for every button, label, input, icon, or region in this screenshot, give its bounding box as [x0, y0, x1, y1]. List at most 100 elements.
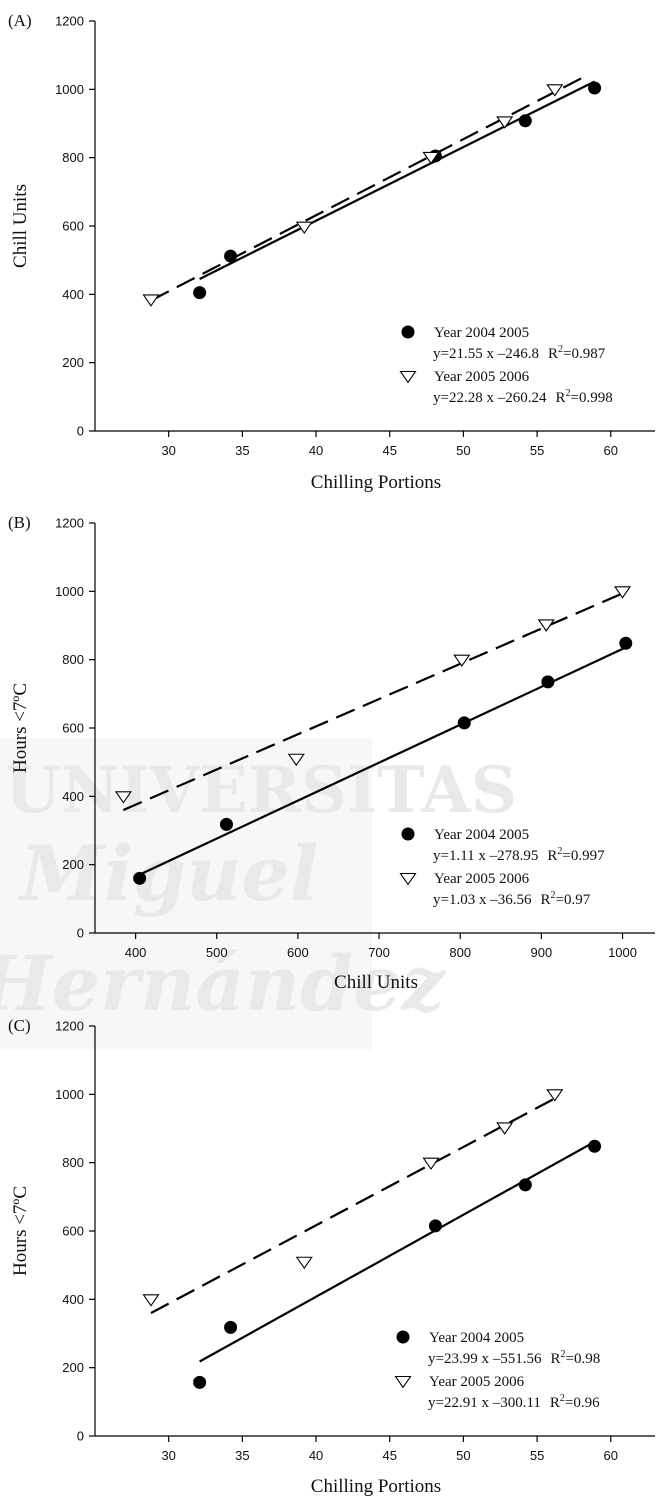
r-squared-exponent: 2	[557, 846, 562, 857]
panel-label: (A)	[8, 11, 32, 30]
x-tick-label: 40	[309, 443, 323, 458]
r-squared-value: =0.97	[555, 892, 590, 908]
y-tick-label: 1000	[55, 1087, 84, 1102]
y-tick-label: 600	[62, 219, 84, 234]
x-tick-label: 1000	[608, 945, 637, 960]
data-point-series-1	[541, 675, 555, 689]
x-tick-label: 400	[125, 945, 147, 960]
r-squared-label: R	[555, 390, 565, 406]
chart-panel-a: (A) 0 200 400 600 800 1000 1200 30 35 40 45 50 55 60 Ch…	[8, 11, 655, 493]
x-axis-title: Chilling Portions	[311, 1476, 441, 1497]
r-squared-exponent: 2	[560, 1393, 565, 1404]
x-tick-label: 55	[530, 1448, 544, 1463]
y-tick-label: 1000	[55, 82, 84, 97]
regression-equation: y=22.91 x –300.11	[428, 1395, 541, 1411]
y-tick-label: 800	[62, 652, 84, 667]
legend-series-name: Year 2005 2006	[429, 1374, 525, 1390]
data-point-series-1	[219, 817, 233, 831]
data-point-series-1	[193, 1375, 207, 1389]
data-point-series-2	[287, 753, 305, 767]
data-point-series-1	[428, 1219, 442, 1233]
regression-line-series-1	[199, 1140, 596, 1363]
regression-equation: y=21.55 x –246.8	[433, 346, 539, 362]
x-axis-title: Chill Units	[334, 972, 418, 993]
data-point-series-1	[588, 81, 602, 95]
y-tick-label: 400	[62, 789, 84, 804]
x-tick-label: 50	[456, 1448, 470, 1463]
r-squared-value: =0.98	[565, 1351, 600, 1367]
r-squared-exponent: 2	[565, 388, 570, 399]
legend-marker-series-2	[399, 872, 417, 886]
legend-marker-series-1	[401, 325, 415, 339]
legend-equation-line: y=23.99 x –551.56 R2=0.98	[428, 1349, 600, 1367]
y-tick-label: 1200	[55, 1019, 84, 1034]
y-tick-label: 400	[62, 287, 84, 302]
regression-equation: y=1.11 x –278.95	[433, 848, 538, 864]
x-tick-label: 35	[235, 443, 249, 458]
y-tick-label: 200	[62, 857, 84, 872]
data-point-series-2	[422, 1157, 440, 1171]
r-squared-label: R	[540, 892, 550, 908]
legend-equation-line: y=22.91 x –300.11 R2=0.96	[428, 1393, 600, 1411]
data-point-series-1	[588, 1139, 602, 1153]
data-point-series-1	[518, 1178, 532, 1192]
y-tick-label: 400	[62, 1292, 84, 1307]
data-point-series-1	[193, 286, 207, 300]
x-tick-label: 45	[383, 443, 397, 458]
watermark-line-3: Hernández	[0, 939, 446, 1028]
x-tick-label: 900	[531, 945, 553, 960]
y-axis-title: Chill Units	[10, 184, 31, 268]
data-point-series-1	[224, 1320, 238, 1334]
data-point-series-2	[114, 791, 132, 804]
legend-series-name: Year 2004 2005	[434, 325, 529, 341]
data-point-series-2	[142, 1294, 160, 1307]
legend-equation-line: y=22.28 x –260.24 R2=0.998	[433, 388, 613, 406]
y-tick-label: 0	[77, 1429, 84, 1444]
legend-marker-series-2	[399, 370, 417, 384]
r-squared-value: =0.987	[563, 346, 606, 362]
y-axis-title: Hours <7ºC	[10, 1186, 31, 1276]
data-point-series-2	[295, 1256, 313, 1270]
x-tick-label: 500	[206, 945, 228, 960]
r-squared-label: R	[548, 346, 558, 362]
r-squared-value: =0.997	[562, 848, 605, 864]
watermark-line-1: UNIVERSITAS	[5, 753, 517, 828]
y-axis-title: Hours <7ºC	[10, 683, 31, 773]
r-squared-value: =0.998	[570, 390, 612, 406]
watermark-panel	[0, 738, 372, 1050]
watermark-line-2: Miguel	[17, 829, 319, 918]
regression-line-series-1	[199, 80, 596, 280]
legend-equation-line: y=21.55 x –246.8 R2=0.987	[433, 344, 606, 362]
r-squared-label: R	[550, 1395, 560, 1411]
chart-panel-c: (C) 0 200 400 600 800 1000 1200 30 35 40 45 50 55 60 Ch…	[8, 1016, 655, 1497]
r-squared-label: R	[550, 1351, 560, 1367]
legend-series-name: Year 2005 2006	[434, 369, 530, 385]
x-tick-label: 60	[604, 1448, 618, 1463]
data-point-series-2	[537, 619, 555, 632]
x-tick-label: 35	[235, 1448, 249, 1463]
x-tick-label: 60	[604, 443, 618, 458]
x-tick-label: 600	[287, 945, 309, 960]
x-tick-label: 40	[309, 1448, 323, 1463]
data-point-series-2	[496, 116, 514, 129]
regression-equation: y=23.99 x –551.56	[428, 1351, 542, 1367]
r-squared-value: =0.96	[565, 1395, 600, 1411]
r-squared-exponent: 2	[550, 890, 555, 901]
x-tick-label: 55	[530, 443, 544, 458]
r-squared-label: R	[547, 848, 557, 864]
x-axis-title: Chilling Portions	[311, 472, 441, 493]
x-tick-label: 50	[456, 443, 470, 458]
regression-line-series-2	[150, 75, 587, 302]
data-point-series-2	[142, 294, 160, 307]
y-tick-label: 1000	[55, 584, 84, 599]
legend-series-name: Year 2004 2005	[429, 1330, 524, 1346]
legend-equation-line: y=1.11 x –278.95 R2=0.997	[433, 846, 605, 864]
regression-line-series-2	[122, 592, 623, 812]
legend-marker-series-1	[401, 827, 415, 841]
x-tick-label: 30	[161, 1448, 175, 1463]
y-tick-label: 0	[77, 926, 84, 941]
y-tick-label: 600	[62, 1224, 84, 1239]
